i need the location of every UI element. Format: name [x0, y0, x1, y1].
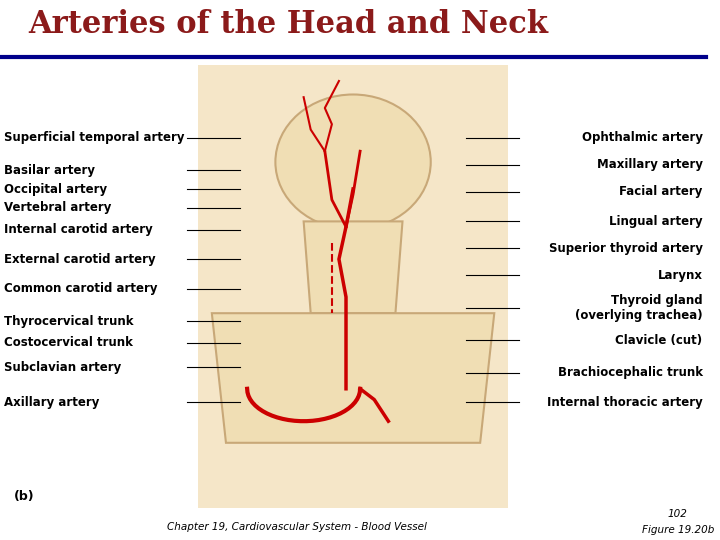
Text: Superior thyroid artery: Superior thyroid artery: [549, 242, 703, 255]
Text: Internal thoracic artery: Internal thoracic artery: [547, 396, 703, 409]
Text: Larynx: Larynx: [657, 269, 703, 282]
FancyBboxPatch shape: [198, 65, 508, 508]
Text: Ophthalmic artery: Ophthalmic artery: [582, 131, 703, 144]
Polygon shape: [304, 221, 402, 313]
Text: Thyrocervical trunk: Thyrocervical trunk: [4, 315, 133, 328]
Text: Axillary artery: Axillary artery: [4, 396, 99, 409]
Text: Brachiocephalic trunk: Brachiocephalic trunk: [557, 366, 703, 379]
Text: Facial artery: Facial artery: [619, 185, 703, 198]
Text: Superficial temporal artery: Superficial temporal artery: [4, 131, 184, 144]
Text: Chapter 19, Cardiovascular System - Blood Vessel: Chapter 19, Cardiovascular System - Bloo…: [166, 522, 426, 531]
Ellipse shape: [275, 94, 431, 230]
Polygon shape: [212, 313, 495, 443]
Text: 102: 102: [668, 509, 688, 519]
Text: Basilar artery: Basilar artery: [4, 164, 94, 177]
Text: (b): (b): [14, 490, 35, 503]
Text: Internal carotid artery: Internal carotid artery: [4, 223, 153, 236]
Text: Costocervical trunk: Costocervical trunk: [4, 336, 132, 349]
Text: Clavicle (cut): Clavicle (cut): [616, 334, 703, 347]
Text: Figure 19.20b: Figure 19.20b: [642, 525, 714, 535]
Text: Subclavian artery: Subclavian artery: [4, 361, 121, 374]
Text: Occipital artery: Occipital artery: [4, 183, 107, 195]
Text: Maxillary artery: Maxillary artery: [597, 158, 703, 171]
Text: Common carotid artery: Common carotid artery: [4, 282, 157, 295]
Text: External carotid artery: External carotid artery: [4, 253, 155, 266]
Text: Thyroid gland
(overlying trachea): Thyroid gland (overlying trachea): [575, 294, 703, 322]
Text: Arteries of the Head and Neck: Arteries of the Head and Neck: [28, 9, 548, 40]
Text: Lingual artery: Lingual artery: [609, 215, 703, 228]
Text: Vertebral artery: Vertebral artery: [4, 201, 111, 214]
